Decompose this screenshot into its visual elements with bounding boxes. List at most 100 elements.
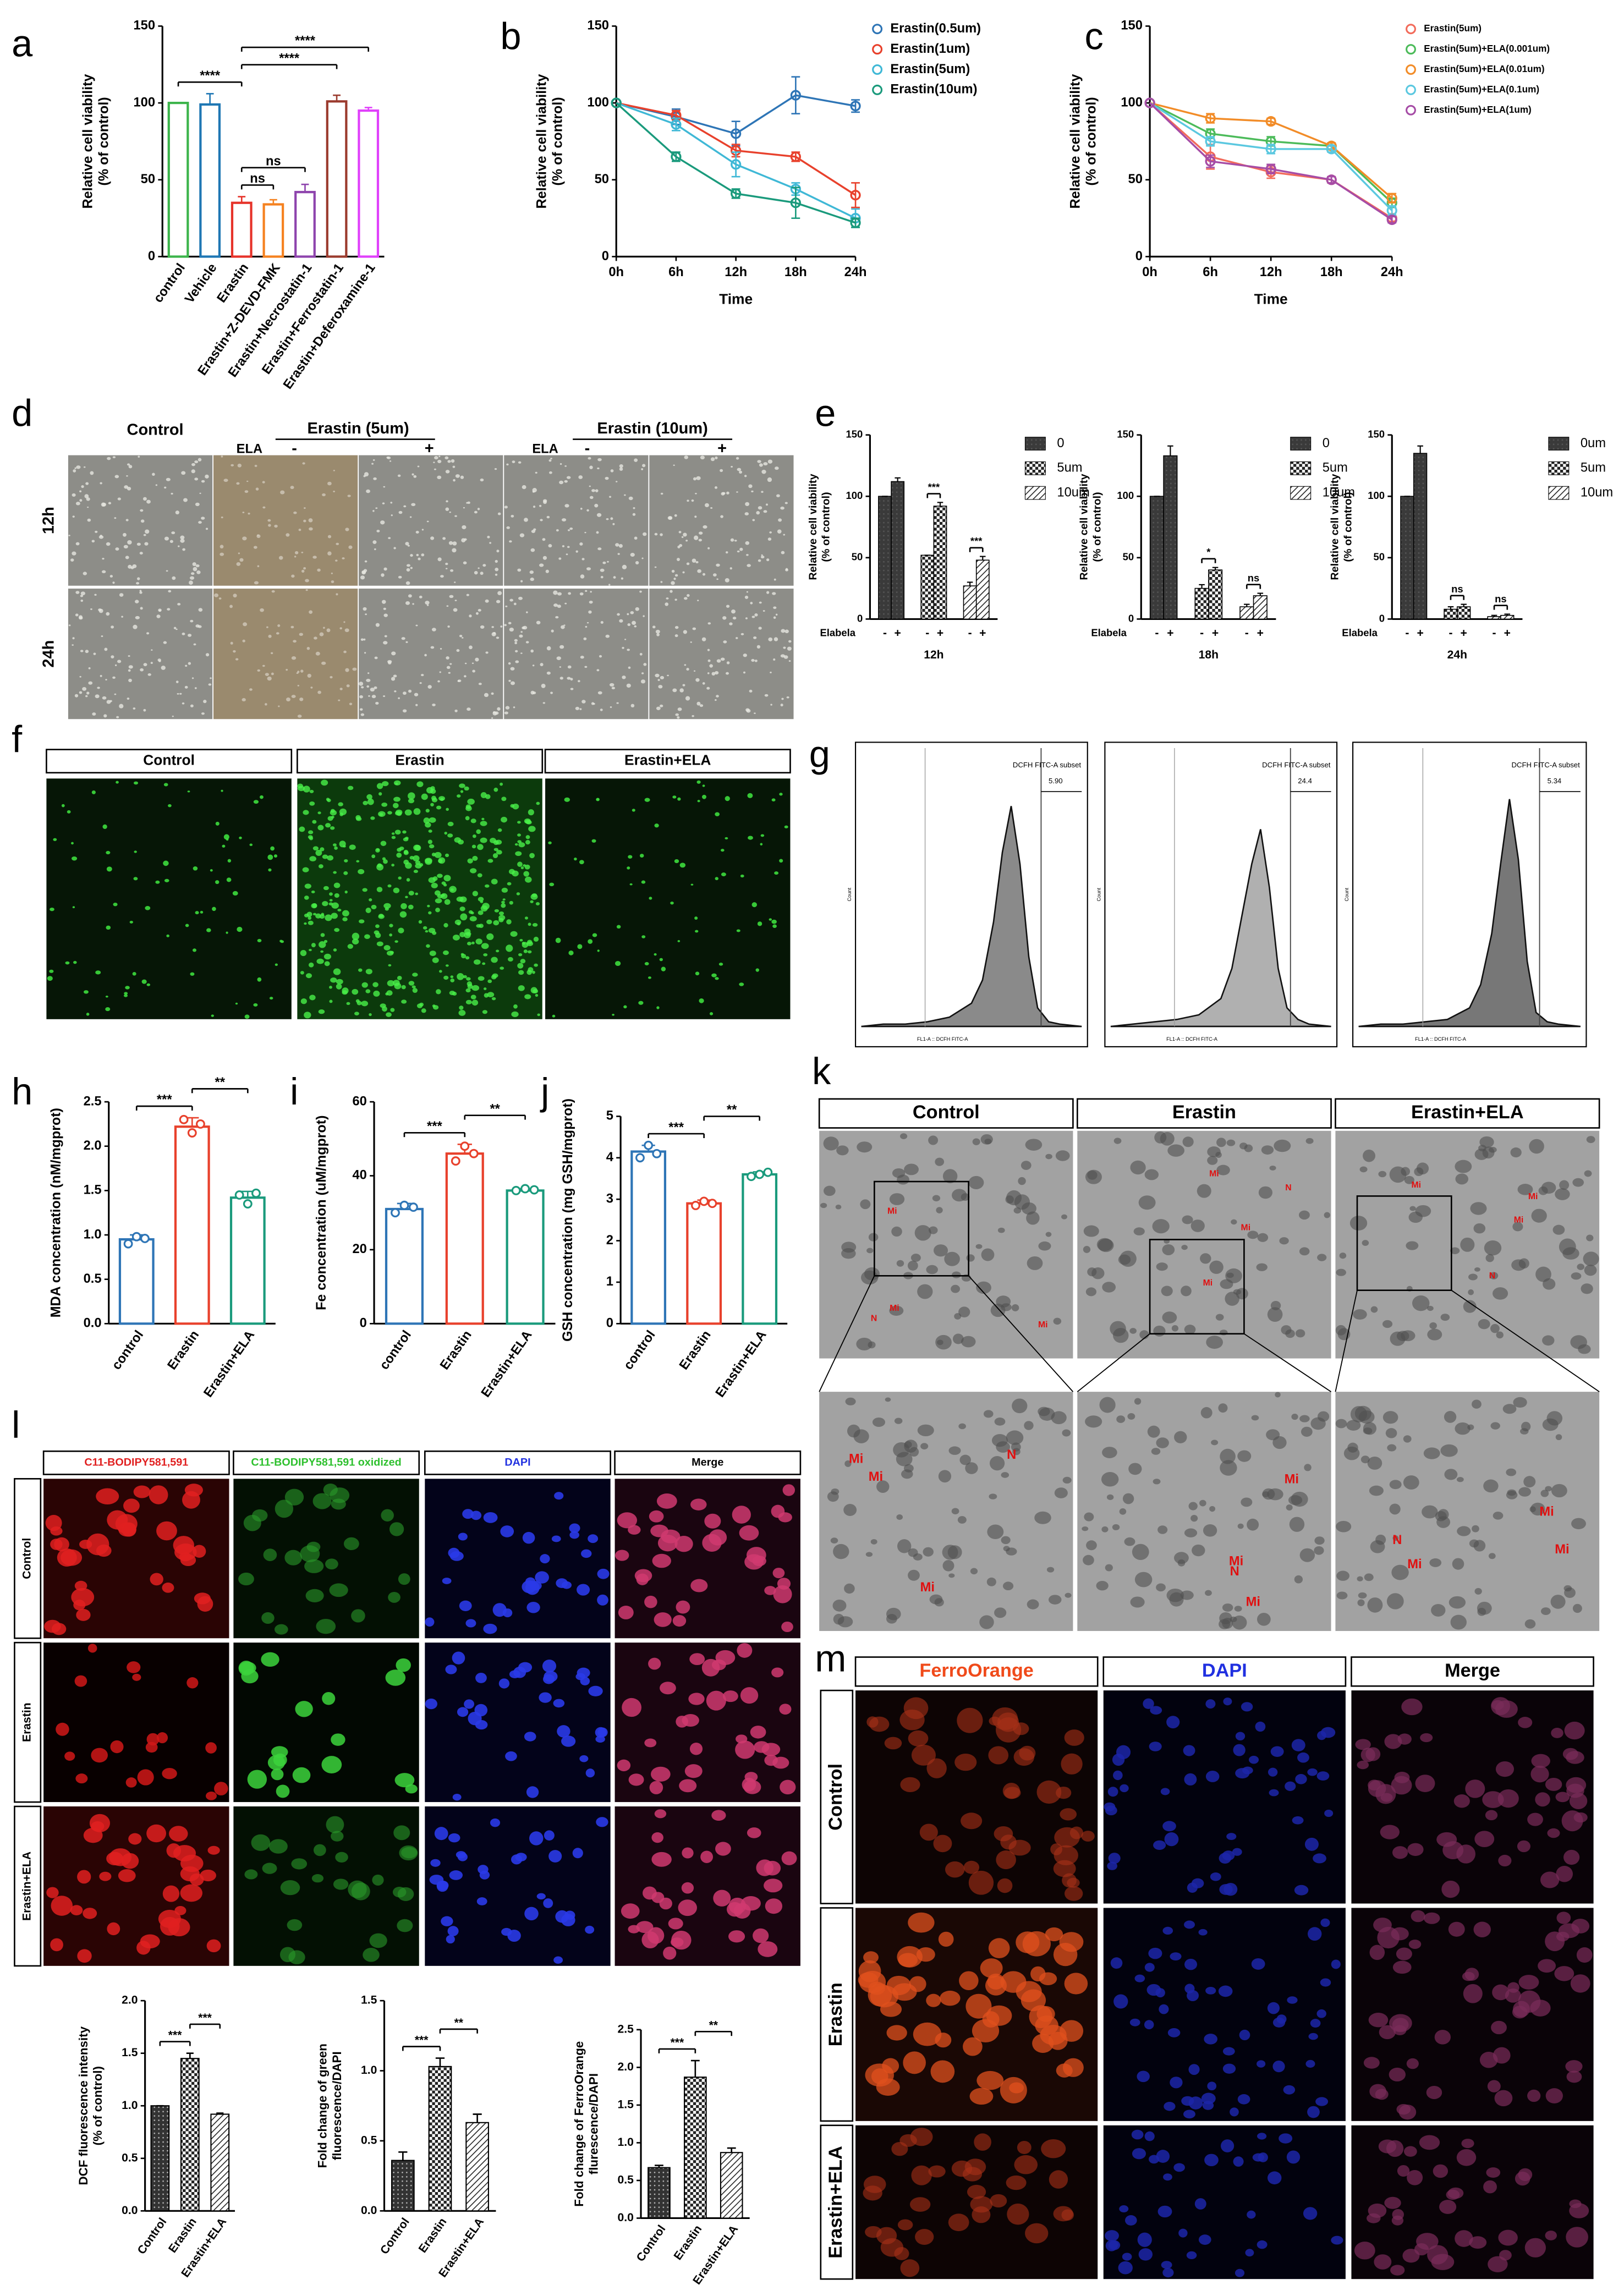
- cell: [480, 837, 487, 843]
- cell: [91, 1821, 105, 1832]
- cell: [405, 641, 408, 643]
- sig-label: **: [727, 1103, 737, 1117]
- legend-label: 5um: [1057, 461, 1082, 475]
- cell: [1572, 1603, 1582, 1613]
- cell: [771, 1504, 785, 1518]
- cell: [711, 973, 717, 977]
- cell: [119, 593, 124, 597]
- cell: [1392, 1846, 1408, 1859]
- cell: [1032, 2034, 1054, 2053]
- cell: [413, 475, 417, 478]
- cell: [315, 651, 320, 656]
- cell: [833, 1613, 844, 1625]
- cell: [1535, 1266, 1551, 1282]
- cell: [163, 641, 167, 644]
- cell: [1164, 1832, 1179, 1847]
- cell: [190, 704, 194, 707]
- cell: [403, 505, 407, 508]
- cell: [736, 491, 738, 493]
- cell: [61, 1549, 83, 1566]
- cell: [697, 800, 700, 803]
- cell: [520, 959, 526, 964]
- cell: [1138, 1195, 1156, 1210]
- cell: [732, 617, 737, 620]
- bar: [391, 2160, 415, 2212]
- bar: [684, 2077, 707, 2219]
- cell: [181, 471, 186, 475]
- cell: [1181, 1286, 1192, 1297]
- cell: [408, 798, 414, 804]
- cell: [781, 697, 784, 700]
- cell: [1167, 2028, 1181, 2037]
- cell: [1358, 1592, 1367, 1599]
- cell: [896, 1514, 903, 1520]
- cell: [1137, 2232, 1152, 2247]
- cell: [1062, 1429, 1071, 1437]
- cell: [518, 970, 524, 975]
- cell: [361, 1001, 369, 1007]
- cell: [1162, 1311, 1177, 1323]
- cell: [56, 1722, 69, 1736]
- cell: [402, 830, 407, 834]
- cell: [469, 916, 477, 922]
- cell: [607, 561, 609, 563]
- cell: [450, 569, 454, 572]
- cell: [518, 842, 525, 848]
- cell: [491, 692, 494, 695]
- cell: [191, 463, 196, 466]
- cell: [737, 550, 740, 553]
- cell: [242, 639, 245, 642]
- cell: [926, 1265, 938, 1275]
- cell: [191, 469, 195, 474]
- cell: [1203, 1524, 1217, 1537]
- cell: [868, 1233, 879, 1242]
- cell: [249, 843, 253, 846]
- cell: [775, 613, 778, 616]
- cell: [726, 605, 730, 608]
- cell: [1523, 1476, 1536, 1488]
- cell: [187, 790, 190, 793]
- bar: [174, 1125, 210, 1325]
- cell: [270, 846, 275, 851]
- cell: [526, 1786, 539, 1798]
- cell: [366, 679, 371, 682]
- sig-label: ***: [415, 2034, 429, 2047]
- row-label-box: [14, 1805, 42, 1967]
- cell: [430, 803, 434, 807]
- cell: [393, 674, 397, 678]
- y-tick-label: 50: [595, 172, 609, 186]
- cell: [161, 666, 166, 670]
- cell: [177, 693, 179, 695]
- cell: [372, 540, 377, 544]
- cell: [508, 679, 511, 682]
- cell: [1274, 1139, 1291, 1152]
- cell: [166, 1843, 182, 1858]
- cell: [621, 577, 624, 580]
- cell: [308, 916, 312, 920]
- cell: [989, 1493, 997, 1499]
- cell: [101, 502, 106, 507]
- header-box: [1351, 1656, 1594, 1687]
- cell: [480, 905, 488, 912]
- x-tick-label: -: [883, 627, 887, 639]
- legend-marker: [872, 84, 883, 95]
- cell: [1245, 2249, 1254, 2257]
- cell: [381, 802, 388, 807]
- micrograph: [233, 1806, 419, 1966]
- cell: [415, 624, 418, 627]
- y-tick-label: 1.5: [618, 2098, 634, 2111]
- cell: [736, 929, 740, 932]
- cell: [134, 781, 139, 785]
- cell: [510, 681, 515, 685]
- cell: [981, 1248, 995, 1261]
- y-axis-label: GSH concentration (mg GSH/mgprot): [560, 1098, 575, 1342]
- cell: [67, 810, 71, 814]
- bar: [1500, 614, 1515, 620]
- cell: [414, 844, 421, 851]
- cell: [679, 688, 684, 693]
- cell: [581, 700, 586, 704]
- cell: [525, 641, 529, 644]
- cell: [1315, 2097, 1329, 2106]
- cell: [1456, 1844, 1475, 1864]
- cell: [333, 490, 335, 492]
